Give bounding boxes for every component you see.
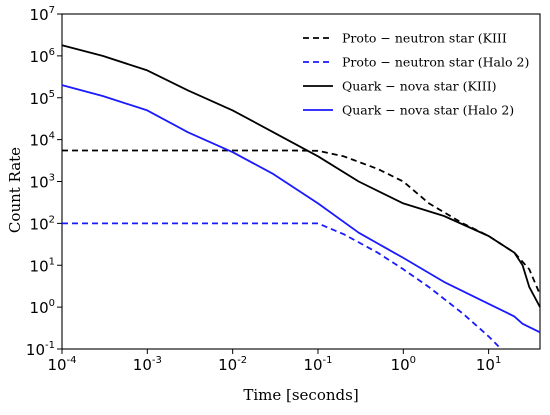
y-tick-base: 10 <box>26 341 45 359</box>
y-tick-exponent: 2 <box>49 214 55 225</box>
y-tick-label: 10-1 <box>26 340 55 359</box>
y-tick-exponent: 5 <box>49 89 55 100</box>
series-line-3 <box>61 44 541 308</box>
y-tick-label: 102 <box>30 214 55 233</box>
y-tick-base: 10 <box>30 6 49 24</box>
legend-label: Quark − nova star (KIII) <box>342 79 497 94</box>
y-tick-exponent: 6 <box>49 47 55 58</box>
legend-label: Quark − nova star (Halo 2) <box>342 103 514 118</box>
y-tick-label: 105 <box>30 89 55 108</box>
x-tick-base: 10 <box>218 356 237 374</box>
y-tick-base: 10 <box>30 90 49 108</box>
x-tick-label: 101 <box>476 355 501 374</box>
x-tick-exponent: -1 <box>323 355 333 366</box>
y-tick-label: 101 <box>30 256 55 275</box>
x-tick-base: 10 <box>133 356 152 374</box>
x-tick-label: 100 <box>391 355 416 374</box>
x-tick-exponent: 1 <box>495 355 501 366</box>
series-layer <box>61 44 541 350</box>
series-line-4 <box>61 84 541 334</box>
y-tick-exponent: 3 <box>49 173 55 184</box>
y-tick-exponent: 0 <box>49 298 55 309</box>
x-tick-label: 10-4 <box>47 355 76 374</box>
x-tick-base: 10 <box>391 356 410 374</box>
y-tick-base: 10 <box>30 174 49 192</box>
x-tick-exponent: -3 <box>152 355 162 366</box>
y-tick-exponent: 4 <box>49 131 55 142</box>
y-tick-base: 10 <box>30 299 49 317</box>
y-axis-label: Count Rate <box>6 147 24 233</box>
y-tick-label: 107 <box>30 5 55 24</box>
x-tick-exponent: -2 <box>237 355 247 366</box>
x-tick-base: 10 <box>47 356 66 374</box>
x-tick-base: 10 <box>303 356 322 374</box>
legend-label: Proto − neutron star (Halo 2) <box>342 55 529 70</box>
y-tick-exponent: 7 <box>49 5 55 16</box>
legend-label: Proto − neutron star (KIII <box>342 31 507 46</box>
y-tick-exponent: 1 <box>49 256 55 267</box>
y-tick-base: 10 <box>30 132 49 150</box>
y-tick-label: 104 <box>30 131 55 150</box>
x-tick-exponent: 0 <box>410 355 416 366</box>
y-tick-base: 10 <box>30 48 49 66</box>
x-axis: 10-4 10-3 10-2 10-1 100 101 <box>47 349 501 374</box>
y-tick-label: 106 <box>30 47 55 66</box>
x-axis-label: Time [seconds] <box>243 386 358 404</box>
x-tick-label: 10-2 <box>218 355 247 374</box>
y-tick-label: 103 <box>30 173 55 192</box>
x-tick-label: 10-1 <box>303 355 332 374</box>
y-tick-base: 10 <box>30 257 49 275</box>
legend: Proto − neutron star (KIII Proto − neutro… <box>303 31 529 118</box>
y-tick-exponent: -1 <box>45 340 55 351</box>
x-tick-base: 10 <box>476 356 495 374</box>
y-tick-base: 10 <box>30 215 49 233</box>
series-line-2 <box>62 222 502 350</box>
x-tick-exponent: -4 <box>67 355 77 366</box>
y-tick-label: 100 <box>30 298 55 317</box>
x-tick-label: 10-3 <box>133 355 162 374</box>
